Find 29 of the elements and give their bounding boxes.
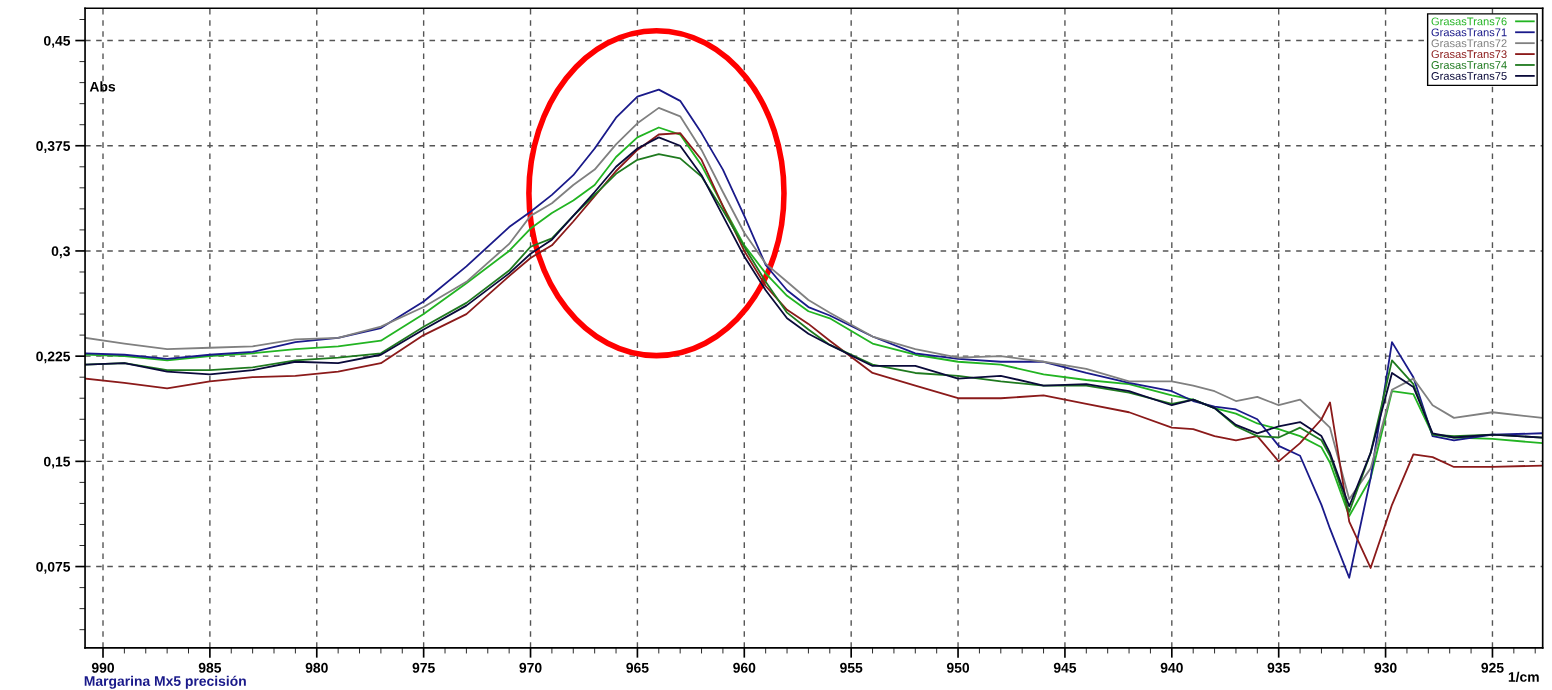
x-tick-label: 945 bbox=[1053, 662, 1077, 673]
x-tick-label: 960 bbox=[733, 662, 756, 673]
x-tick-label: 975 bbox=[412, 662, 435, 673]
y-tick-label: 0,3 bbox=[51, 246, 70, 259]
y-tick-label: 0,075 bbox=[36, 561, 71, 574]
x-tick-label: 980 bbox=[305, 662, 328, 673]
y-tick-label: 0,225 bbox=[36, 351, 71, 364]
y-tick-label: 0,375 bbox=[36, 141, 71, 153]
y-axis-title: Abs bbox=[89, 81, 116, 92]
legend-label: GrasasTrans76 bbox=[1431, 17, 1507, 26]
text: Margarina Mx5 precisión bbox=[84, 675, 246, 689]
y-tick-label: 0,45 bbox=[43, 35, 71, 48]
x-tick-label: 940 bbox=[1160, 662, 1183, 673]
x-axis-title: 1/cm bbox=[1508, 671, 1539, 682]
x-tick-label: 990 bbox=[91, 662, 115, 673]
legend-label: GrasasTrans75 bbox=[1431, 72, 1507, 80]
x-tick-label: 935 bbox=[1267, 662, 1290, 673]
y-tick-label: 0,15 bbox=[43, 456, 71, 469]
x-tick-label: 965 bbox=[626, 662, 649, 673]
legend-label: GrasasTrans74 bbox=[1431, 61, 1507, 69]
x-tick-label: 955 bbox=[840, 662, 863, 673]
legend-label: GrasasTrans73 bbox=[1431, 50, 1507, 59]
x-tick-label: 950 bbox=[946, 662, 970, 673]
x-tick-label: 970 bbox=[519, 662, 542, 673]
x-tick-label: 930 bbox=[1374, 662, 1397, 673]
x-tick-label: 985 bbox=[198, 662, 222, 673]
legend-label: GrasasTrans71 bbox=[1431, 28, 1507, 37]
legend-label: GrasasTrans72 bbox=[1431, 39, 1507, 48]
x-tick-label: 925 bbox=[1481, 662, 1504, 673]
